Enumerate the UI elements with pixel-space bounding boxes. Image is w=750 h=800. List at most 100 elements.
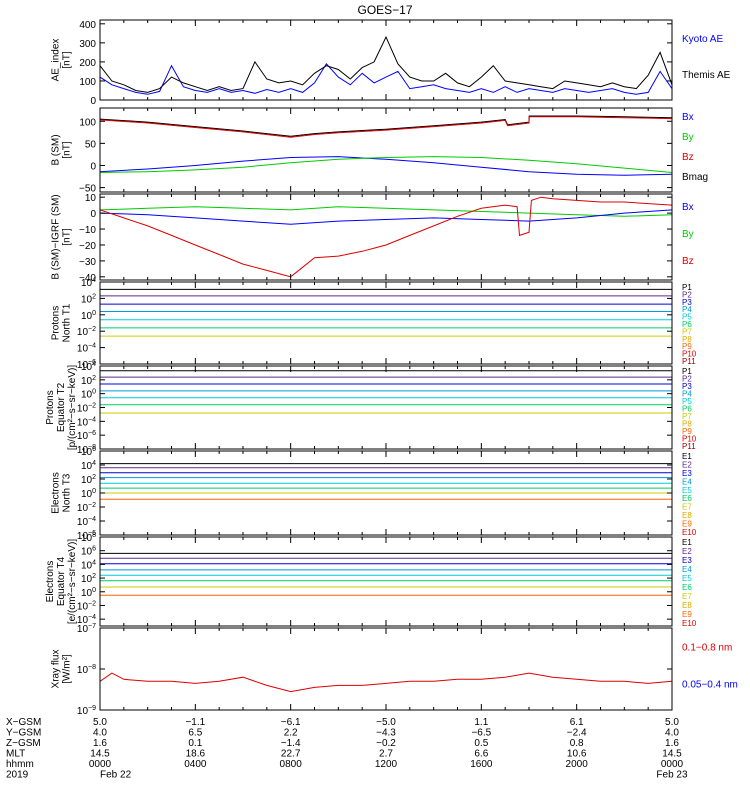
series-label: E2 bbox=[682, 460, 692, 469]
x-row-value: 22.7 bbox=[281, 749, 301, 760]
y-tick-label: 102 bbox=[81, 573, 96, 585]
x-row-value: −1.4 bbox=[281, 738, 301, 749]
y-tick-label: 200 bbox=[79, 58, 96, 69]
x-row-label: Y−GSM bbox=[6, 728, 41, 739]
series-label: P9 bbox=[682, 342, 692, 351]
series-label: E5 bbox=[682, 486, 692, 495]
series-label: Bz bbox=[682, 152, 694, 163]
y-tick-label: 10−4 bbox=[77, 416, 96, 428]
x-row-value: −0.2 bbox=[376, 738, 396, 749]
y-tick-label: −10 bbox=[79, 225, 96, 236]
x-row-value: 0000 bbox=[89, 759, 112, 770]
series-label: P7 bbox=[682, 327, 692, 336]
series-label: Themis AE bbox=[682, 70, 731, 81]
y-tick-label: 106 bbox=[81, 446, 96, 458]
x-row-value: 0000 bbox=[661, 759, 684, 770]
x-row-value: 1.6 bbox=[665, 738, 679, 749]
y-tick-label: 0 bbox=[90, 161, 96, 172]
y-tick-label: 300 bbox=[79, 39, 96, 50]
x-row-value: Feb 23 bbox=[656, 770, 688, 781]
series-label: P2 bbox=[682, 375, 692, 384]
series-label: E4 bbox=[682, 565, 692, 574]
series-label: P5 bbox=[682, 397, 692, 406]
x-row-value: 0400 bbox=[184, 759, 207, 770]
series-label: Kyoto AE bbox=[682, 34, 723, 45]
series-label: P4 bbox=[682, 390, 692, 399]
series-line-bx bbox=[100, 209, 672, 225]
series-label: P1 bbox=[682, 283, 692, 292]
series-label: P6 bbox=[682, 320, 692, 329]
y-tick-label: 400 bbox=[79, 20, 96, 31]
x-row-value: −2.4 bbox=[567, 728, 587, 739]
series-label: Bmag bbox=[682, 172, 708, 183]
x-row-value: 2000 bbox=[566, 759, 589, 770]
panel-frame bbox=[99, 627, 673, 711]
panel-1: 0 100 200 300 400 AE_index[nT] Kyoto AE Themis … bbox=[51, 19, 731, 107]
y-tick-label: −50 bbox=[79, 184, 96, 195]
x-row-value: 1.6 bbox=[93, 738, 107, 749]
y-tick-label: 102 bbox=[81, 474, 96, 486]
series-label: E6 bbox=[682, 494, 692, 503]
series-line-bx bbox=[100, 156, 672, 176]
y-tick-label: 100 bbox=[81, 488, 96, 500]
panel-2: −50 0 50 100 B (SM)[nT] Bx By Bz Bmag bbox=[51, 107, 708, 195]
y-tick-label: 10−4 bbox=[77, 516, 96, 528]
series-label: P10 bbox=[682, 350, 697, 359]
x-row-value: 2.2 bbox=[284, 728, 298, 739]
y-tick-label: 102 bbox=[81, 293, 96, 305]
y-axis-title: B (SM)[nT] bbox=[51, 134, 73, 165]
x-row-value: 1600 bbox=[470, 759, 493, 770]
x-row-value: 0.8 bbox=[570, 738, 584, 749]
series-line-by bbox=[100, 206, 672, 217]
y-tick-label: 104 bbox=[81, 277, 96, 289]
x-row-label: Z−GSM bbox=[6, 738, 41, 749]
y-tick-label: 100 bbox=[79, 117, 96, 128]
series-label: E6 bbox=[682, 583, 692, 592]
y-tick-label: 10 bbox=[85, 193, 97, 204]
y-tick-label: 100 bbox=[79, 77, 96, 88]
y-axis-title: ElectronsEquator T4[e/(cm²−s−sr−keV)] bbox=[45, 539, 78, 625]
series-label: P2 bbox=[682, 290, 692, 299]
y-axis-title: ProtonsEquator T2[p/(cm²−s−sr−keV)] bbox=[45, 365, 78, 451]
y-axis-title: ElectronsNorth T3 bbox=[51, 472, 73, 514]
series-line-themis-ae bbox=[100, 35, 672, 93]
panel-3: −40 −30 −20 −10 0 10 B (SM)−IGRF (SM)[nT] Bx By B… bbox=[51, 193, 694, 284]
figure-title: GOES−17 bbox=[357, 3, 412, 17]
y-tick-label: 50 bbox=[85, 139, 97, 150]
x-row-value: 18.6 bbox=[186, 749, 206, 760]
y-tick-label: 108 bbox=[81, 532, 96, 544]
panel-frame bbox=[99, 107, 673, 193]
series-label: E7 bbox=[682, 503, 692, 512]
x-row-value: Feb 22 bbox=[100, 770, 132, 781]
x-row-value: 6.5 bbox=[188, 728, 202, 739]
y-tick-label: 104 bbox=[81, 361, 96, 373]
panel-5: 10−810−610−410−2100102104ProtonsEquator … bbox=[45, 361, 697, 456]
series-label: P11 bbox=[682, 442, 696, 451]
x-row-value: −4.3 bbox=[376, 728, 396, 739]
x-row-value: 0.1 bbox=[188, 738, 202, 749]
y-tick-label: 0 bbox=[90, 209, 96, 220]
series-line-kyoto-ae bbox=[100, 62, 672, 95]
y-tick-label: 0 bbox=[90, 96, 96, 107]
series-label: E3 bbox=[682, 556, 692, 565]
series-label: P9 bbox=[682, 427, 692, 436]
x-row-value: −1.1 bbox=[185, 717, 205, 728]
y-tick-label: 10−2 bbox=[77, 326, 96, 338]
x-row-value: 5.0 bbox=[665, 717, 679, 728]
y-axis-title: AE_index[nT] bbox=[51, 39, 73, 82]
x-row-value: 10.6 bbox=[567, 749, 587, 760]
series-label: P8 bbox=[682, 335, 692, 344]
x-row-value: 0800 bbox=[280, 759, 303, 770]
x-row-value: 14.5 bbox=[662, 749, 682, 760]
y-axis-title: ProtonsNorth T1 bbox=[51, 303, 73, 342]
y-axis-title: Xray flux[W/m²] bbox=[51, 650, 73, 689]
y-tick-label: 10−2 bbox=[77, 502, 96, 514]
series-label: P4 bbox=[682, 305, 692, 314]
series-label: By bbox=[682, 132, 694, 143]
y-tick-label: 10−2 bbox=[77, 403, 96, 415]
series-label: Bx bbox=[682, 202, 694, 213]
series-label: E5 bbox=[682, 574, 692, 583]
series-label: P11 bbox=[682, 357, 696, 366]
